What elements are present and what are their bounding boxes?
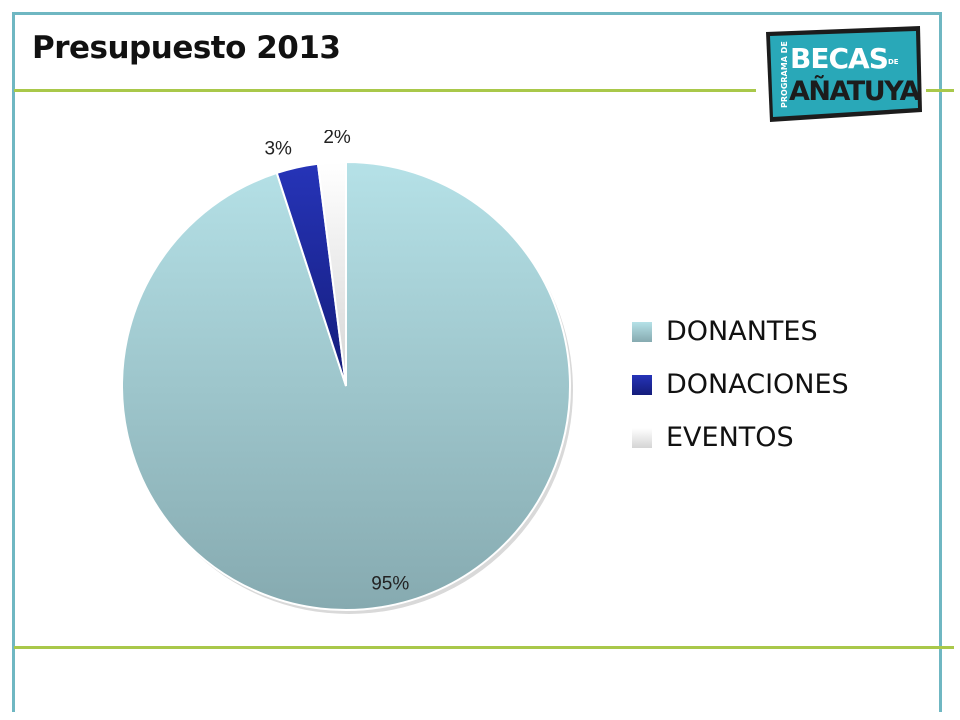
- legend-swatch-donantes: [632, 321, 652, 342]
- legend-label-donaciones: DONACIONES: [666, 369, 849, 400]
- pie-slice-eventos: [316, 160, 347, 387]
- bottom-divider: [14, 646, 954, 649]
- legend-item-eventos: EVENTOS: [632, 411, 849, 464]
- pie-chart: 95% 3% 2%: [121, 130, 573, 614]
- legend-label-eventos: EVENTOS: [666, 422, 794, 453]
- legend-swatch-eventos: [632, 427, 652, 448]
- data-label-donaciones: 3%: [264, 138, 292, 159]
- legend-swatch-donaciones: [632, 374, 652, 395]
- chart-legend: DONANTES DONACIONES EVENTOS: [632, 305, 849, 464]
- logo-side-text: PROGRAMA DE: [780, 41, 789, 108]
- page-title: Presupuesto 2013: [32, 30, 341, 66]
- legend-label-donantes: DONANTES: [666, 316, 818, 347]
- slide-frame: [12, 12, 942, 712]
- data-label-eventos: 2%: [323, 130, 351, 148]
- legend-item-donantes: DONANTES: [632, 305, 849, 358]
- logo-line2: AÑATUYA: [789, 75, 921, 107]
- logo-line1: BECAS: [790, 42, 888, 75]
- data-label-donantes: 95%: [371, 574, 409, 595]
- top-divider-right: [926, 89, 954, 92]
- top-divider: [14, 89, 756, 92]
- legend-item-donaciones: DONACIONES: [632, 358, 849, 411]
- becas-anatuya-logo: PROGRAMA DE BECAS DE AÑATUYA: [766, 26, 922, 122]
- logo-line1-small: DE: [888, 58, 899, 66]
